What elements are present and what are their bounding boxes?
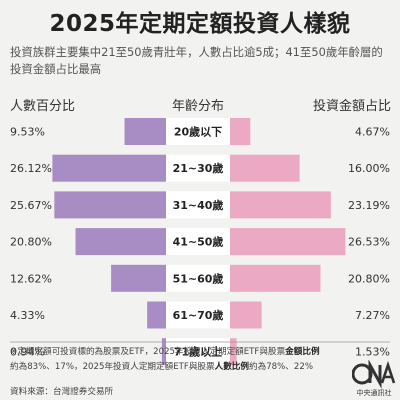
footnote-text-2a: 約為83%、17%，2025年投資人定期定額ETF與股票 xyxy=(10,362,215,372)
left-value-label: 4.33% xyxy=(10,309,45,322)
right-column-header: 投資金額占比 xyxy=(313,99,392,114)
right-value-label: 7.27% xyxy=(355,309,390,322)
right-value-label: 16.00% xyxy=(348,162,390,175)
category-label: 61~70歲 xyxy=(173,308,224,322)
chart-subtitle: 投資族群主要集中21至50歲青壯年，人數占比逾5成；41至50歲年齡層的投資金額… xyxy=(10,45,383,76)
category-label: 31~40歲 xyxy=(173,198,224,212)
category-box xyxy=(166,264,230,292)
footnote-line-1: ※定期定額可投資標的為股票及ETF，2025年投資人定期定額ETF與股票金額比例 xyxy=(10,345,355,360)
left-value-label: 0.94% xyxy=(10,346,45,359)
category-label: 51~60歲 xyxy=(173,271,224,285)
category-box xyxy=(166,191,230,219)
right-bar xyxy=(230,191,331,219)
left-column-header: 人數百分比 xyxy=(10,99,76,114)
right-bar xyxy=(230,228,346,256)
category-label: 71歲以上 xyxy=(174,345,222,359)
right-bar xyxy=(230,338,237,366)
footnote-bold-2: 人數比例 xyxy=(214,362,249,372)
source-note: 資料來源：台灣證券交易所 xyxy=(10,387,114,397)
footnote: ※定期定額可投資標的為股票及ETF，2025年投資人定期定額ETF與股票金額比例… xyxy=(10,345,355,375)
left-bar xyxy=(52,154,166,182)
category-box xyxy=(166,228,230,256)
chart-title: 2025年定期定額投資人樣貌 xyxy=(49,11,351,37)
cna-logo-caption: 中央通訊社 xyxy=(357,388,392,397)
left-bar xyxy=(147,301,166,329)
left-value-label: 25.67% xyxy=(10,199,52,212)
left-bar xyxy=(111,264,166,292)
right-value-label: 4.67% xyxy=(355,126,390,139)
category-label: 41~50歲 xyxy=(173,235,224,249)
category-box xyxy=(166,118,230,145)
right-bar xyxy=(230,264,321,292)
category-box xyxy=(166,301,230,329)
footnote-bold-1: 金額比例 xyxy=(285,347,320,357)
left-value-label: 12.62% xyxy=(10,272,52,285)
cna-logo: 中央通訊社 xyxy=(352,360,396,397)
right-bar xyxy=(230,154,300,182)
right-value-label: 23.19% xyxy=(348,199,390,212)
right-value-label: 20.80% xyxy=(348,272,390,285)
center-column-header: 年齡分布 xyxy=(172,99,225,114)
left-value-label: 9.53% xyxy=(10,126,45,139)
left-bar xyxy=(54,191,167,219)
left-bar xyxy=(124,118,166,145)
category-box xyxy=(166,338,230,366)
footnote-text-1: ※定期定額可投資標的為股票及ETF，2025年投資人定期定額ETF與股票 xyxy=(10,347,286,357)
right-value-label: 1.53% xyxy=(355,346,390,359)
footnote-line-2: 約為83%、17%，2025年投資人定期定額ETF與股票人數比例約為78%、22… xyxy=(10,360,355,375)
right-value-label: 26.53% xyxy=(348,236,390,249)
footnote-text-2b: 約為78%、22% xyxy=(249,362,313,372)
category-label: 21~30歲 xyxy=(173,161,224,175)
category-label: 20歲以下 xyxy=(174,125,222,139)
left-value-label: 20.80% xyxy=(10,236,52,249)
right-bar xyxy=(230,118,251,145)
left-bar xyxy=(161,338,166,366)
left-bar xyxy=(75,228,166,256)
category-box xyxy=(166,154,230,182)
right-bar xyxy=(230,301,262,329)
left-value-label: 26.12% xyxy=(10,162,52,175)
